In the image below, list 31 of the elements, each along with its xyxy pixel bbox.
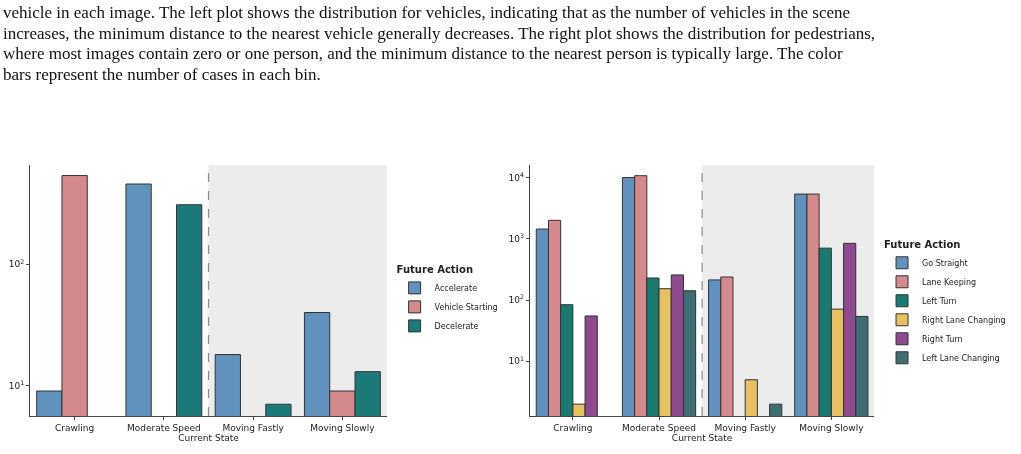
x-axis-title: Current State [671, 432, 733, 443]
y-tick-label: 10$^{3}$ [508, 232, 524, 244]
y-tick-label: 10$^{4}$ [508, 170, 524, 183]
x-tick-label: Crawling [553, 422, 593, 433]
legend-label: Vehicle Starting [434, 303, 498, 312]
legend-label: Lane Keeping [922, 277, 977, 287]
text: bars represent the number of cases in each bin. [3, 65, 321, 84]
x-tick-label: Crawling [54, 422, 95, 433]
text: vehicle in each image. The left plot shows the distribution for vehicles, indicating that as the number of vehicles in the scene [3, 3, 851, 22]
x-axis-title: Current State [178, 432, 240, 443]
legend-label: Accelerate [434, 284, 478, 293]
legend-label: Right Turn [922, 334, 963, 344]
x-tick-label: Moving Fastly [222, 422, 285, 433]
x-tick-label: Moving Slowly [799, 422, 865, 433]
y-tick-label: 10$^{2}$ [8, 257, 25, 270]
y-tick-label: 10$^{1}$ [8, 378, 25, 391]
legend-label: Left Lane Changing [922, 353, 1000, 363]
x-tick-label: Moderate Speed [126, 422, 201, 433]
legend-label: Right Lane Changing [922, 315, 1006, 325]
legend-title: Future Action [884, 239, 961, 251]
x-tick-label: Moving Slowly [310, 422, 376, 433]
y-tick-label: 10$^{1}$ [508, 354, 524, 367]
y-tick-label: 10$^{2}$ [508, 293, 524, 306]
text: increases, the minimum distance to the nearest vehicle generally decreases. The right plot shows the distribution for pedestrians, [3, 24, 876, 43]
x-tick-label: Moderate Speed [622, 422, 696, 433]
x-tick-label: Moving Fastly [714, 422, 777, 433]
legend-title: Future Action [396, 264, 474, 276]
legend-label: Decelerate [434, 322, 479, 331]
legend-label: Left Turn [922, 296, 957, 306]
legend-label: Go Straight [922, 258, 968, 268]
text: where most images contain zero or one person, and the minimum distance to the nearest person is typically large. The color [3, 44, 844, 63]
